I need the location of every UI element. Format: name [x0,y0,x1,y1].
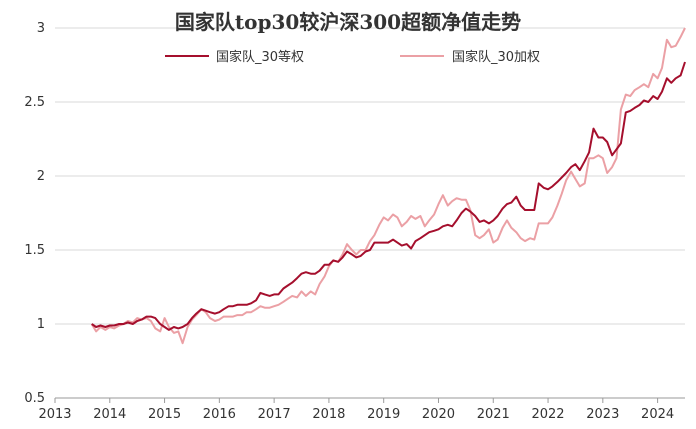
series-line-1 [91,61,686,331]
x-tick-label: 2019 [367,407,400,422]
legend: 国家队_30等权 国家队_30加权 [165,49,540,65]
y-tick-label: 2.5 [24,95,45,110]
legend-label-1: 国家队_30等权 [216,49,304,65]
y-tick-label: 2 [37,169,45,184]
legend-label-2: 国家队_30加权 [452,49,540,65]
x-tick-label: 2013 [38,407,71,422]
y-tick-label: 3 [37,21,45,36]
x-tick-label: 2022 [531,407,564,422]
axes: 0.5 1 1.5 2 2.5 3 2013 2014 2015 2016 2017 2018 2019… [24,21,685,422]
series-lines [90,27,686,345]
x-tick-label: 2014 [93,407,126,422]
x-tick-label: 2023 [586,407,619,422]
x-tick-label: 2021 [477,407,510,422]
y-tick-label: 1.5 [24,243,45,258]
grid-lines [55,27,685,325]
x-tick-label: 2017 [258,407,291,422]
x-tick-label: 2024 [641,407,674,422]
x-tick-label: 2016 [203,407,236,422]
y-tick-label: 0.5 [24,391,45,406]
series-line-2 [90,27,686,345]
x-tick-label: 2020 [422,407,455,422]
x-tick-label: 2018 [312,407,345,422]
x-tick-label: 2015 [148,407,181,422]
chart-title: 国家队top30较沪深300超额净值走势 [175,10,521,34]
y-tick-label: 1 [37,317,45,332]
